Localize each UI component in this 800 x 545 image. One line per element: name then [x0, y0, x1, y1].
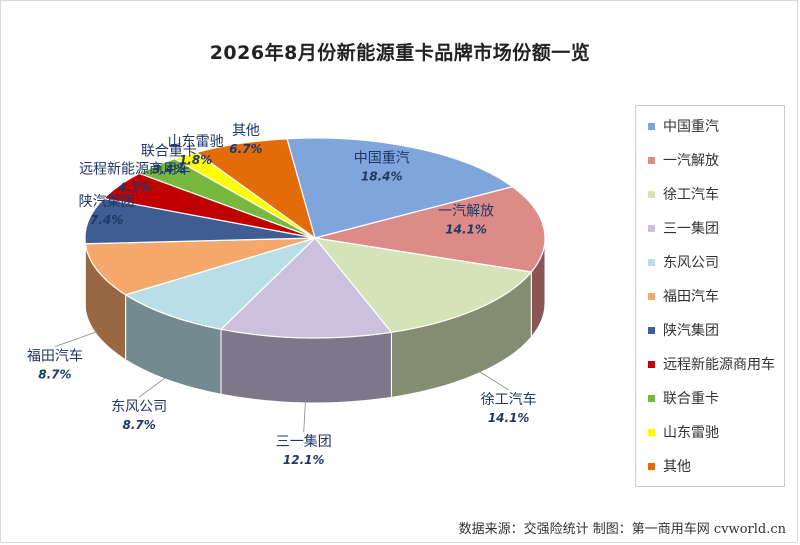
legend-item: 陕汽集团 [648, 320, 719, 340]
legend-label: 中国重汽 [663, 119, 719, 135]
legend-swatch [648, 224, 655, 232]
pie-slice-2 [314, 186, 546, 273]
leader-line [54, 331, 98, 347]
legend-item: 中国重汽 [648, 116, 719, 136]
data-label-value: 14.1% [445, 223, 487, 237]
data-label-value: 8.7% [38, 368, 71, 382]
legend: 中国重汽一汽解放徐工汽车三一集团东风公司福田汽车陕汽集团远程新能源商用车 联合重卡… [635, 105, 785, 487]
legend-item: 福田汽车 [648, 286, 719, 306]
pie-slice-3 [313, 237, 533, 333]
data-label-name: 山东雷驰 [168, 134, 224, 150]
pie-slice-1 [286, 137, 514, 239]
legend-swatch [648, 326, 655, 334]
legend-item: 远程新能源商用车 [648, 354, 775, 374]
legend-item: 三一集团 [648, 218, 719, 238]
pie-slice-11 [194, 138, 317, 240]
pie-side-4 [220, 328, 392, 404]
legend-label: 福田汽车 [663, 289, 719, 305]
legend-swatch [648, 462, 655, 470]
legend-item: 联合重卡 [648, 388, 719, 408]
legend-swatch [648, 190, 655, 198]
legend-swatch [648, 258, 655, 266]
data-label-value: 14.1% [488, 411, 530, 425]
data-label-name: 其他 [232, 123, 260, 139]
data-label-name: 中国重汽 [354, 151, 410, 167]
pie-slice-6 [84, 237, 316, 296]
data-label-value: 8.7% [123, 418, 156, 432]
data-label-name: 联合重卡 [141, 143, 197, 159]
legend-swatch [648, 292, 655, 300]
data-label-name: 一汽解放 [438, 204, 494, 220]
legend-swatch [648, 122, 655, 130]
legend-swatch [648, 428, 655, 436]
data-label-value: 7.4% [90, 213, 123, 227]
data-label-name: 徐工汽车 [481, 391, 537, 408]
legend-item: 山东雷驰 [648, 422, 719, 442]
legend-item: 其他 [648, 456, 691, 476]
legend-item: 东风公司 [648, 252, 719, 272]
pie-slice-5 [124, 237, 316, 330]
legend-label: 陕汽集团 [663, 323, 719, 339]
data-label-value: 12.1% [283, 453, 325, 467]
pie-slice-7 [84, 197, 316, 245]
source-note: 数据来源：交强险统计 制图：第一商用车网 cvworld.cn [458, 522, 786, 537]
data-label-value: 3.4% [152, 162, 185, 176]
data-label-name: 陕汽集团 [79, 193, 135, 210]
data-label-value: 6.7% [229, 142, 262, 156]
legend-swatch [648, 394, 655, 402]
leader-line [476, 369, 509, 391]
legend-swatch [648, 360, 655, 368]
legend-item: 一汽解放 [648, 150, 719, 170]
data-label-value: 4.7% [117, 181, 151, 195]
legend-item: 徐工汽车 [648, 184, 719, 204]
data-label-value: 18.4% [361, 170, 403, 184]
data-label-name: 三一集团 [276, 433, 332, 450]
legend-label: 东风公司 [663, 255, 719, 271]
data-label-name: 远程新能源商用车 [79, 161, 191, 178]
legend-label: 远程新能源商用车 [663, 357, 775, 373]
legend-label: 其他 [663, 459, 691, 475]
data-label-value: 1.8% [179, 153, 212, 167]
legend-label: 一汽解放 [663, 153, 719, 169]
data-label-name: 福田汽车 [27, 348, 83, 365]
leader-line [303, 398, 306, 433]
pie-slice-4 [219, 237, 393, 339]
legend-label: 山东雷驰 [663, 425, 719, 441]
legend-swatch [648, 156, 655, 164]
data-label-name: 东风公司 [111, 399, 167, 415]
leader-line [138, 375, 169, 398]
legend-label: 三一集团 [663, 221, 719, 237]
chart-title: 2026年8月份新能源重卡品牌市场份额一览 [209, 42, 591, 64]
legend-label: 联合重卡 [663, 391, 719, 407]
legend-label: 徐工汽车 [663, 187, 719, 203]
